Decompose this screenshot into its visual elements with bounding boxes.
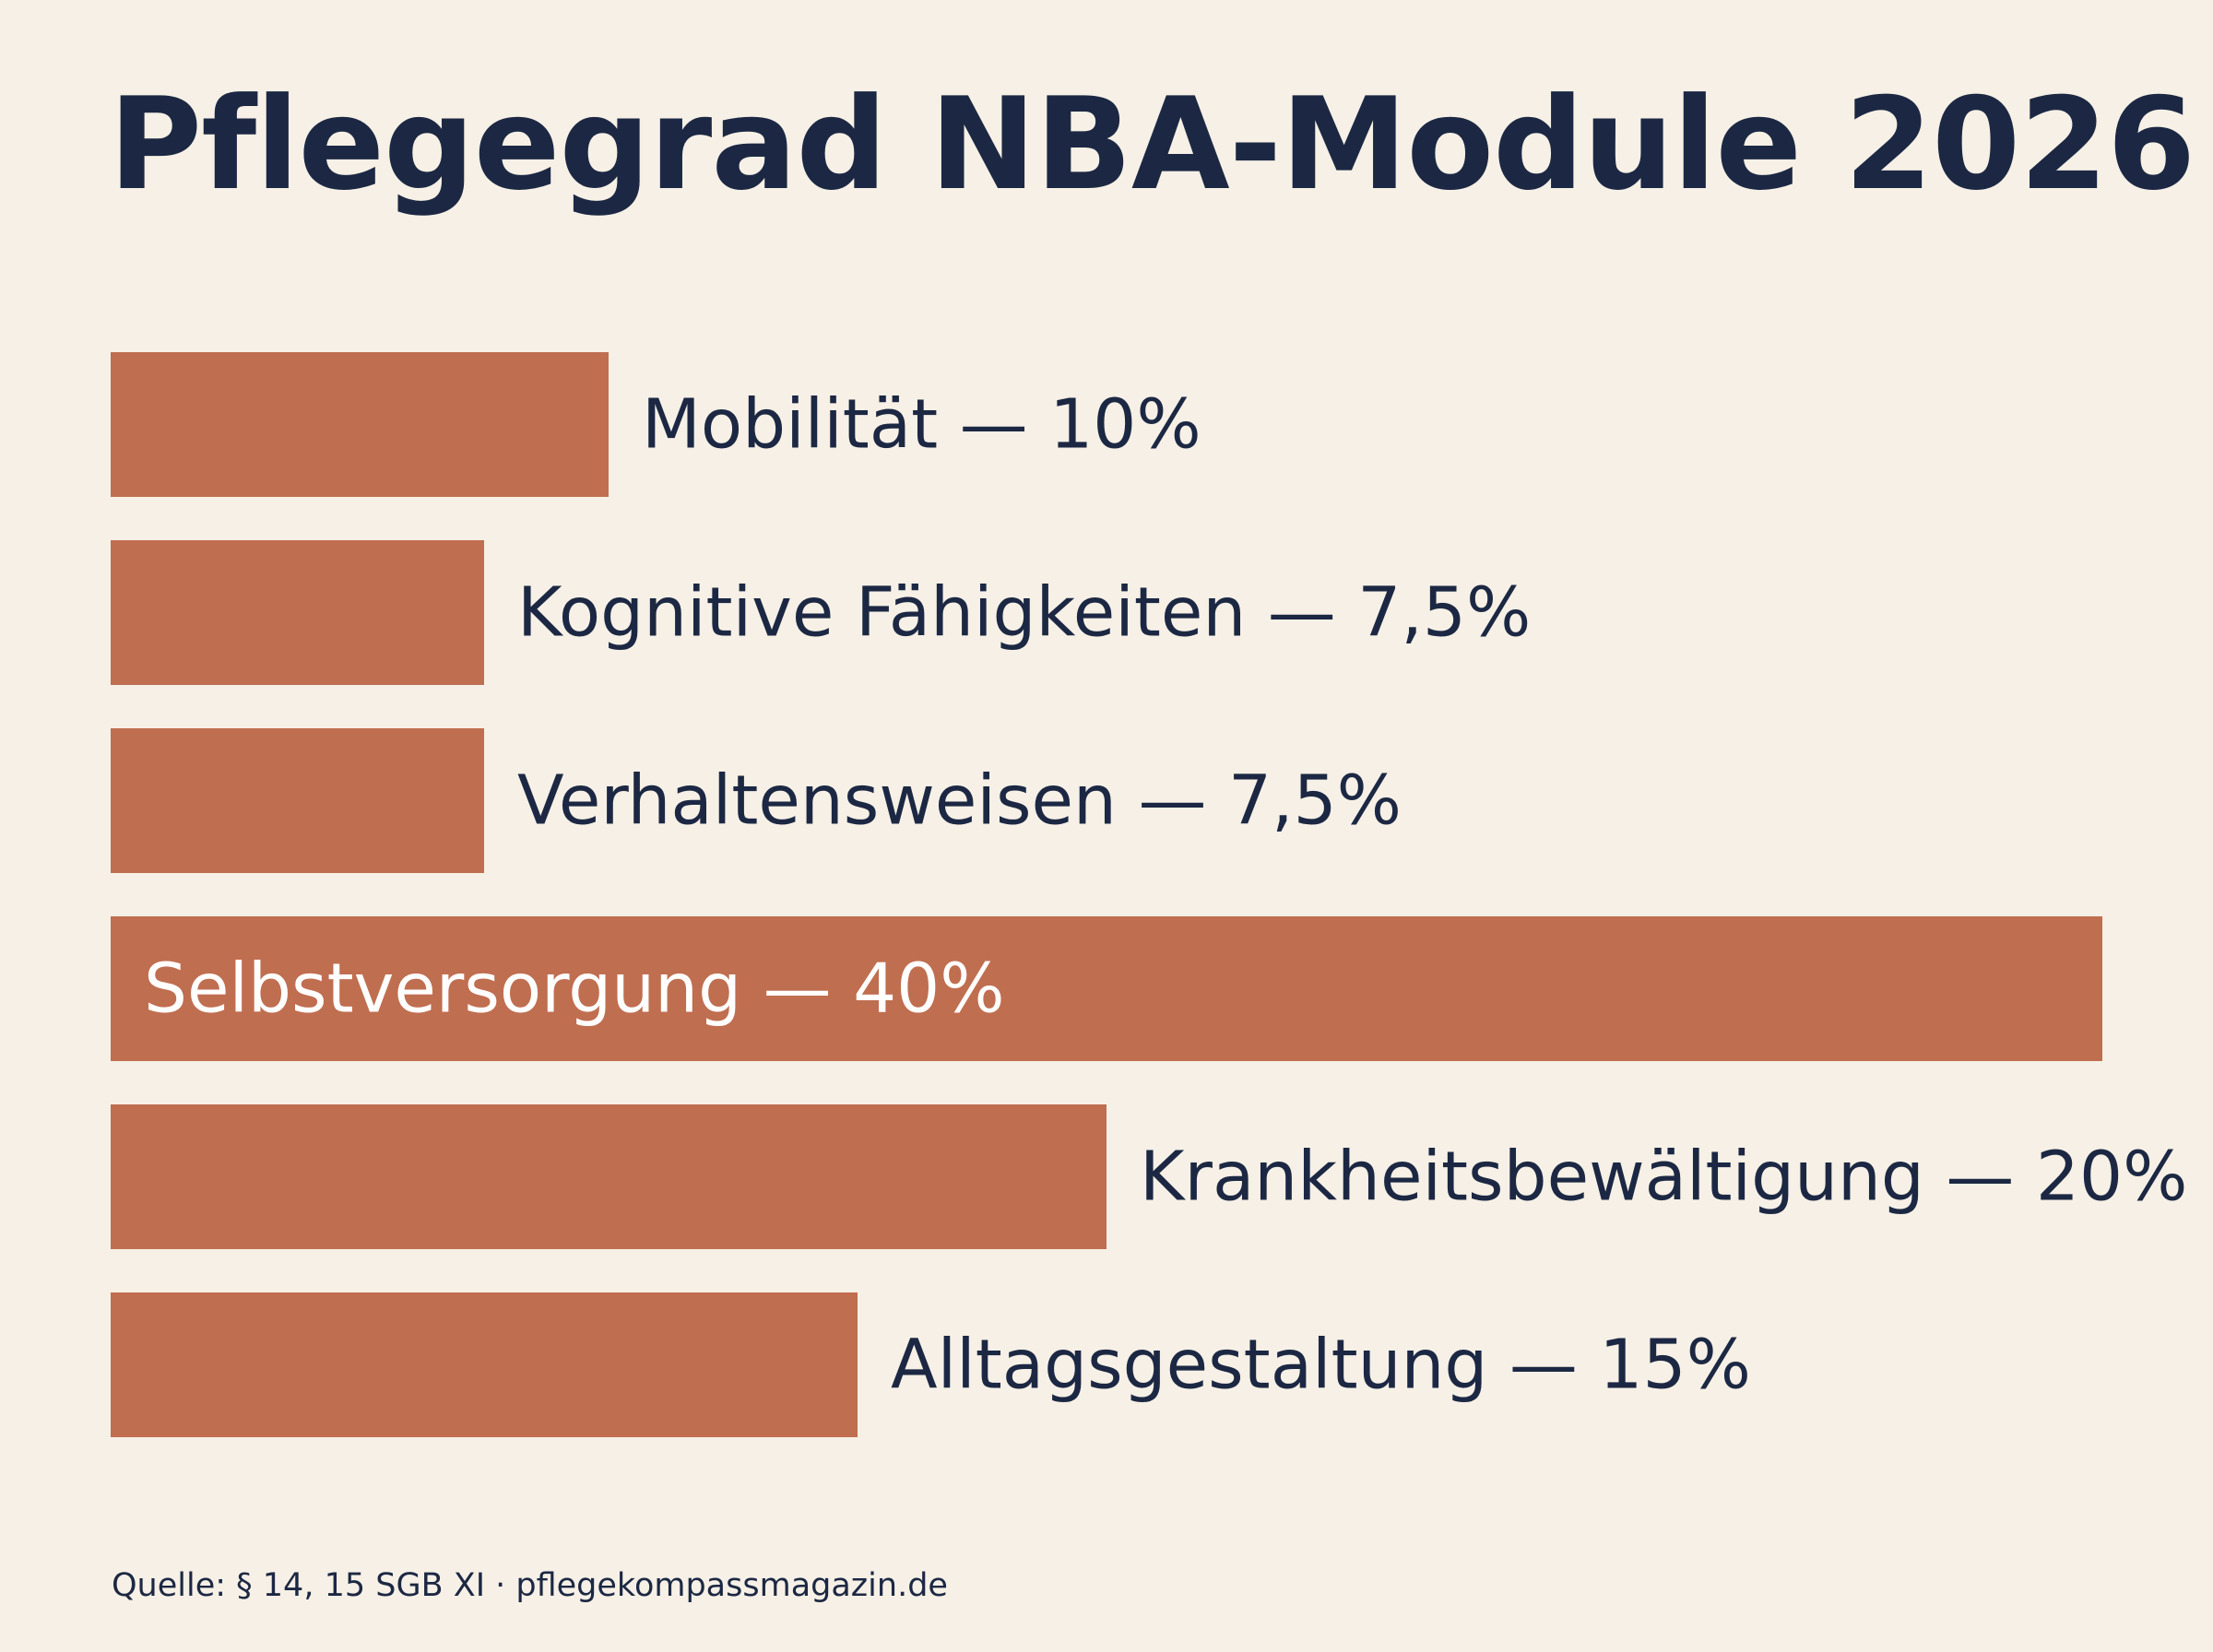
data-labels-group: Mobilität — 10% Kognitive Fähigkeiten — 7… [144,385,2187,1405]
source-note: Quelle: § 14, 15 SGB XI · pflegekompassm… [112,1567,948,1604]
data-label-krankheitsbewaeltigung: Krankheitsbewältigung — 20% [1140,1138,2187,1217]
bar-verhaltensweisen [111,728,484,873]
data-label-kognitive-faehigkeiten: Kognitive Fähigkeiten — 7,5% [517,573,1531,653]
bar-mobilitaet [111,352,609,497]
bar-selbstversorgung [111,916,2102,1061]
data-label-alltagsgestaltung: Alltagsgestaltung — 15% [891,1326,1751,1405]
data-label-verhaltensweisen: Verhaltensweisen — 7,5% [517,761,1402,841]
data-label-selbstversorgung: Selbstversorgung — 40% [144,950,1005,1029]
bar-krankheitsbewaeltigung [111,1104,1106,1249]
bars-group [111,352,2102,1437]
data-label-mobilitaet: Mobilität — 10% [642,385,1201,465]
bar-kognitive-faehigkeiten [111,540,484,685]
chart-title: Pflegegrad NBA-Module 2026 [109,70,2195,218]
bar-alltagsgestaltung [111,1292,858,1437]
